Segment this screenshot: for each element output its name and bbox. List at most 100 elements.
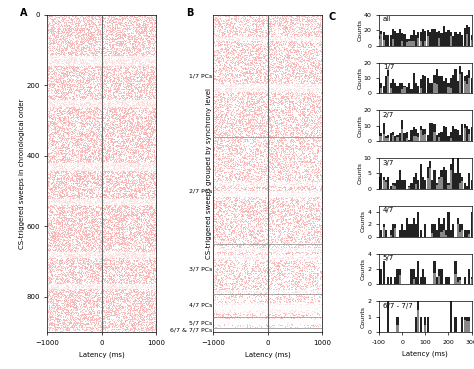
Bar — [387, 35, 390, 45]
Bar — [413, 176, 415, 189]
Bar — [396, 317, 399, 332]
Bar — [419, 126, 422, 141]
Bar — [47, 56, 156, 65]
Bar — [399, 133, 401, 141]
Text: 2/7: 2/7 — [383, 112, 394, 118]
Bar — [452, 35, 454, 45]
Bar — [445, 127, 447, 141]
Bar — [440, 232, 443, 237]
Bar — [399, 29, 401, 45]
Bar — [415, 35, 417, 45]
Bar — [390, 83, 392, 93]
Bar — [413, 127, 415, 141]
Bar — [447, 87, 449, 93]
Text: 4/7: 4/7 — [383, 207, 394, 213]
Bar — [443, 25, 445, 45]
Bar — [450, 138, 452, 141]
Bar — [401, 41, 403, 45]
Bar — [383, 40, 385, 45]
Bar — [459, 32, 461, 45]
Bar — [383, 86, 385, 93]
Bar — [424, 224, 427, 237]
Bar — [464, 317, 466, 332]
Bar — [380, 34, 383, 45]
Bar — [387, 277, 390, 284]
Bar — [431, 123, 433, 141]
Bar — [424, 325, 427, 332]
Bar — [383, 32, 385, 45]
Bar — [450, 230, 452, 237]
Bar — [47, 199, 156, 204]
Bar — [213, 319, 322, 321]
Bar — [464, 128, 466, 141]
Bar — [424, 134, 427, 141]
Bar — [443, 230, 445, 237]
Bar — [434, 261, 436, 284]
Bar — [468, 234, 470, 237]
Text: 2/7 PCs: 2/7 PCs — [189, 188, 213, 193]
Bar — [455, 129, 456, 141]
Bar — [471, 277, 473, 284]
Bar — [392, 29, 394, 45]
Bar — [447, 83, 449, 93]
Bar — [447, 183, 449, 189]
Bar — [394, 277, 396, 284]
Bar — [392, 224, 394, 237]
Bar — [436, 69, 438, 93]
Bar — [424, 41, 427, 45]
Bar — [387, 301, 390, 332]
Bar — [452, 75, 454, 93]
Bar — [468, 317, 470, 332]
Bar — [468, 173, 470, 189]
Bar — [450, 78, 452, 93]
Bar — [213, 255, 322, 259]
X-axis label: Latency (ms): Latency (ms) — [402, 350, 448, 357]
Bar — [445, 235, 447, 237]
Bar — [447, 137, 449, 141]
Bar — [419, 79, 422, 93]
Bar — [461, 35, 464, 45]
Bar — [390, 277, 392, 284]
X-axis label: Latency (ms): Latency (ms) — [245, 351, 291, 358]
Bar — [434, 124, 436, 141]
Bar — [450, 132, 452, 141]
Bar — [410, 35, 412, 45]
Bar — [471, 78, 473, 93]
Bar — [415, 224, 417, 237]
Text: A: A — [20, 8, 27, 18]
Bar — [378, 136, 380, 141]
Bar — [431, 29, 433, 45]
Bar — [390, 35, 392, 45]
Bar — [466, 321, 468, 332]
Bar — [419, 32, 422, 45]
Bar — [380, 230, 383, 237]
Text: 6/7 - 7/7: 6/7 - 7/7 — [383, 303, 412, 309]
Bar — [466, 75, 468, 93]
Bar — [413, 269, 415, 284]
Bar — [380, 88, 383, 93]
Bar — [436, 183, 438, 189]
Bar — [450, 36, 452, 45]
Bar — [431, 224, 433, 237]
Bar — [427, 167, 429, 189]
Bar — [461, 180, 464, 189]
Bar — [401, 129, 403, 141]
Bar — [417, 38, 419, 45]
Bar — [403, 86, 406, 93]
Bar — [408, 224, 410, 237]
Bar — [445, 32, 447, 45]
Y-axis label: CS-triggered sweeps in chronological order: CS-triggered sweeps in chronological ord… — [19, 98, 25, 249]
Bar — [213, 193, 322, 196]
Bar — [464, 82, 466, 93]
Bar — [385, 76, 387, 93]
Bar — [459, 135, 461, 141]
Bar — [464, 183, 466, 189]
Bar — [417, 133, 419, 141]
Bar — [213, 87, 322, 91]
Bar — [408, 83, 410, 93]
Text: 3/7: 3/7 — [383, 159, 394, 166]
Bar — [459, 75, 461, 93]
Bar — [401, 89, 403, 93]
Bar — [434, 29, 436, 45]
Bar — [431, 233, 433, 237]
